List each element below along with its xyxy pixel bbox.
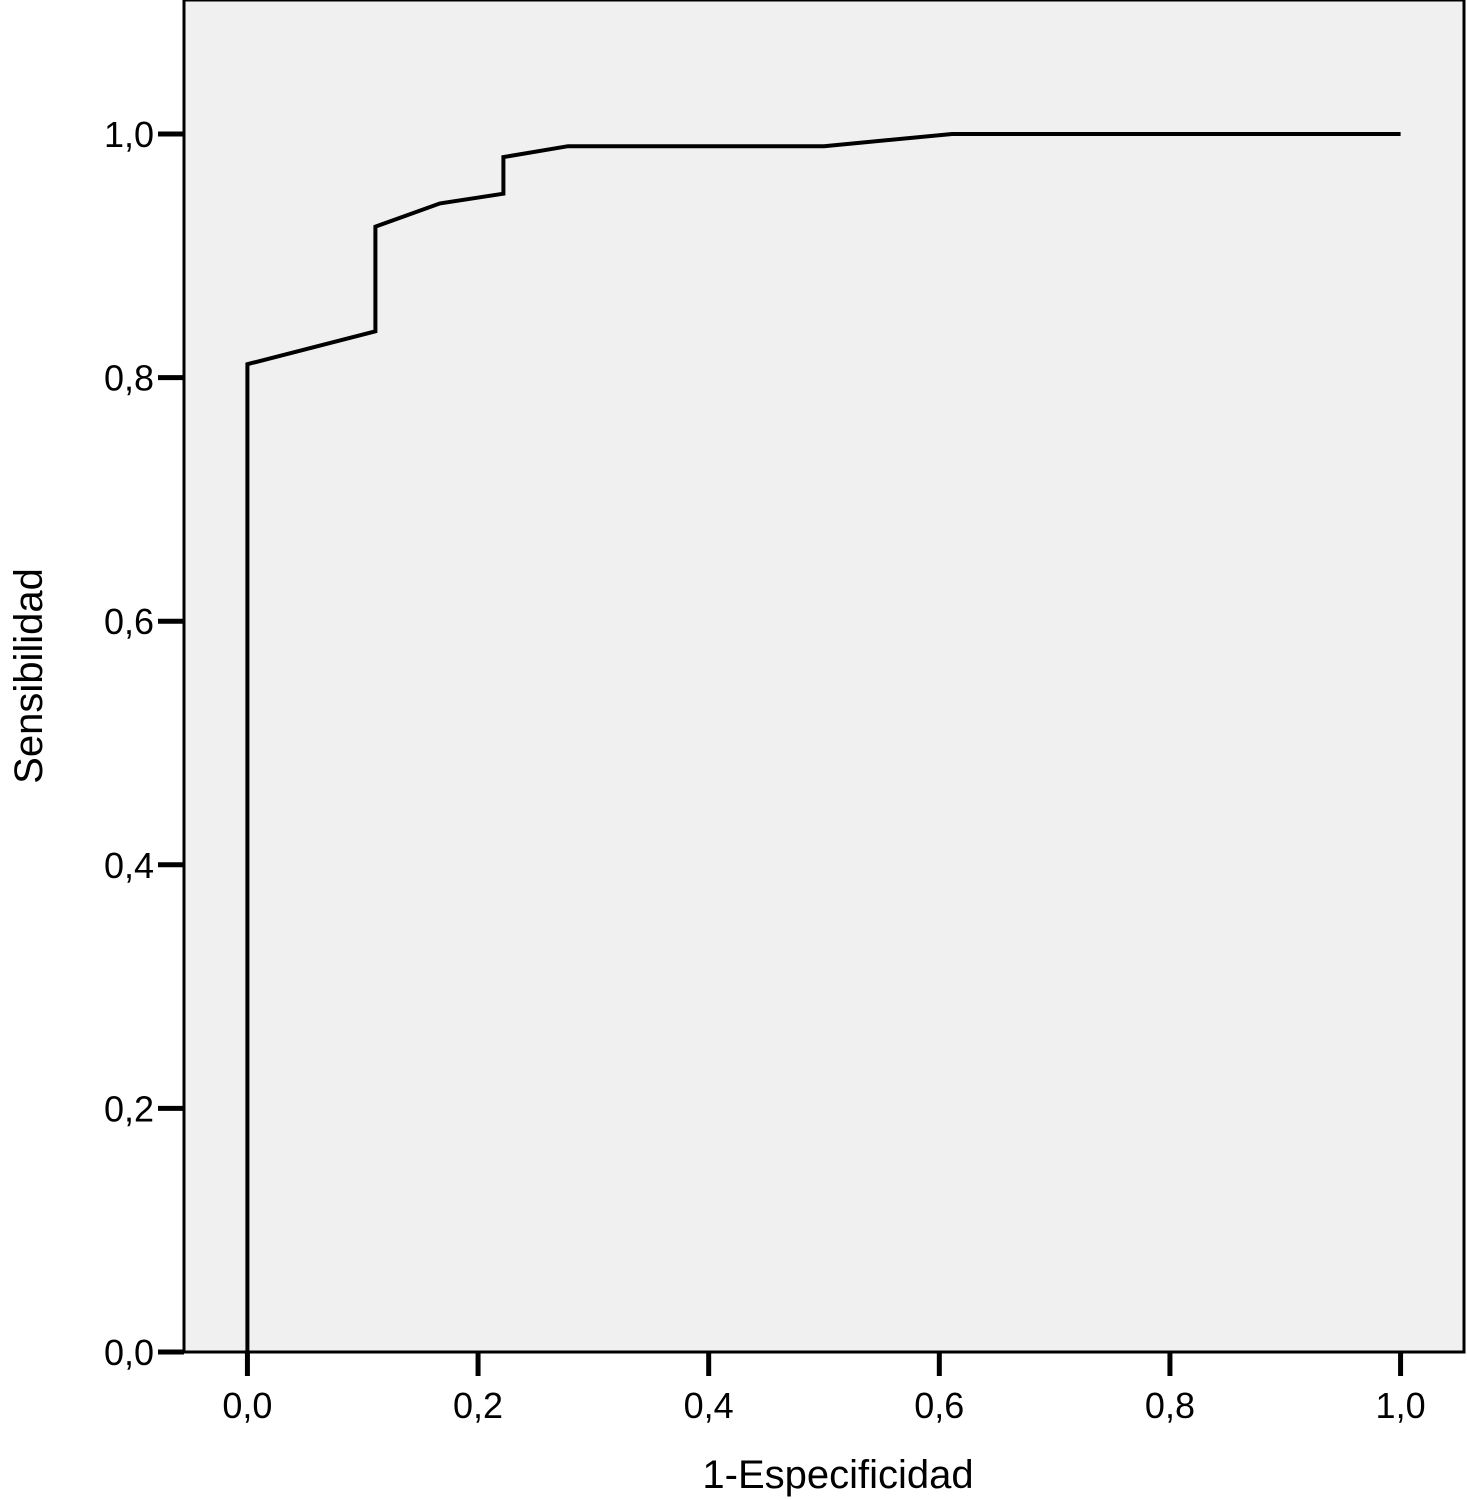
x-tick-label: 0,0	[222, 1385, 272, 1426]
y-tick-label: 0,6	[104, 601, 154, 642]
x-tick-label: 0,2	[453, 1385, 503, 1426]
x-tick-label: 0,8	[1145, 1385, 1195, 1426]
roc-curve-line	[245, 132, 1401, 1352]
y-tick-label: 0,2	[104, 1088, 154, 1129]
y-tick-label: 0,0	[104, 1332, 154, 1373]
y-axis: 0,0 0,2 0,4 0,6 0,8 1,0	[104, 114, 184, 1373]
y-axis-title: Sensibilidad	[7, 568, 51, 784]
x-tick-label: 1,0	[1376, 1385, 1426, 1426]
y-tick-label: 0,8	[104, 358, 154, 399]
x-tick-label: 0,6	[914, 1385, 964, 1426]
y-tick-label: 0,4	[104, 845, 154, 886]
series-layer	[245, 132, 1401, 1352]
plot-area	[182, 0, 1466, 1354]
y-tick-label: 1,0	[104, 114, 154, 155]
x-tick-label: 0,4	[684, 1385, 734, 1426]
x-axis: 0,0 0,2 0,4 0,6 0,8 1,0	[222, 1352, 1426, 1426]
x-axis-title: 1-Especificidad	[702, 1453, 973, 1497]
